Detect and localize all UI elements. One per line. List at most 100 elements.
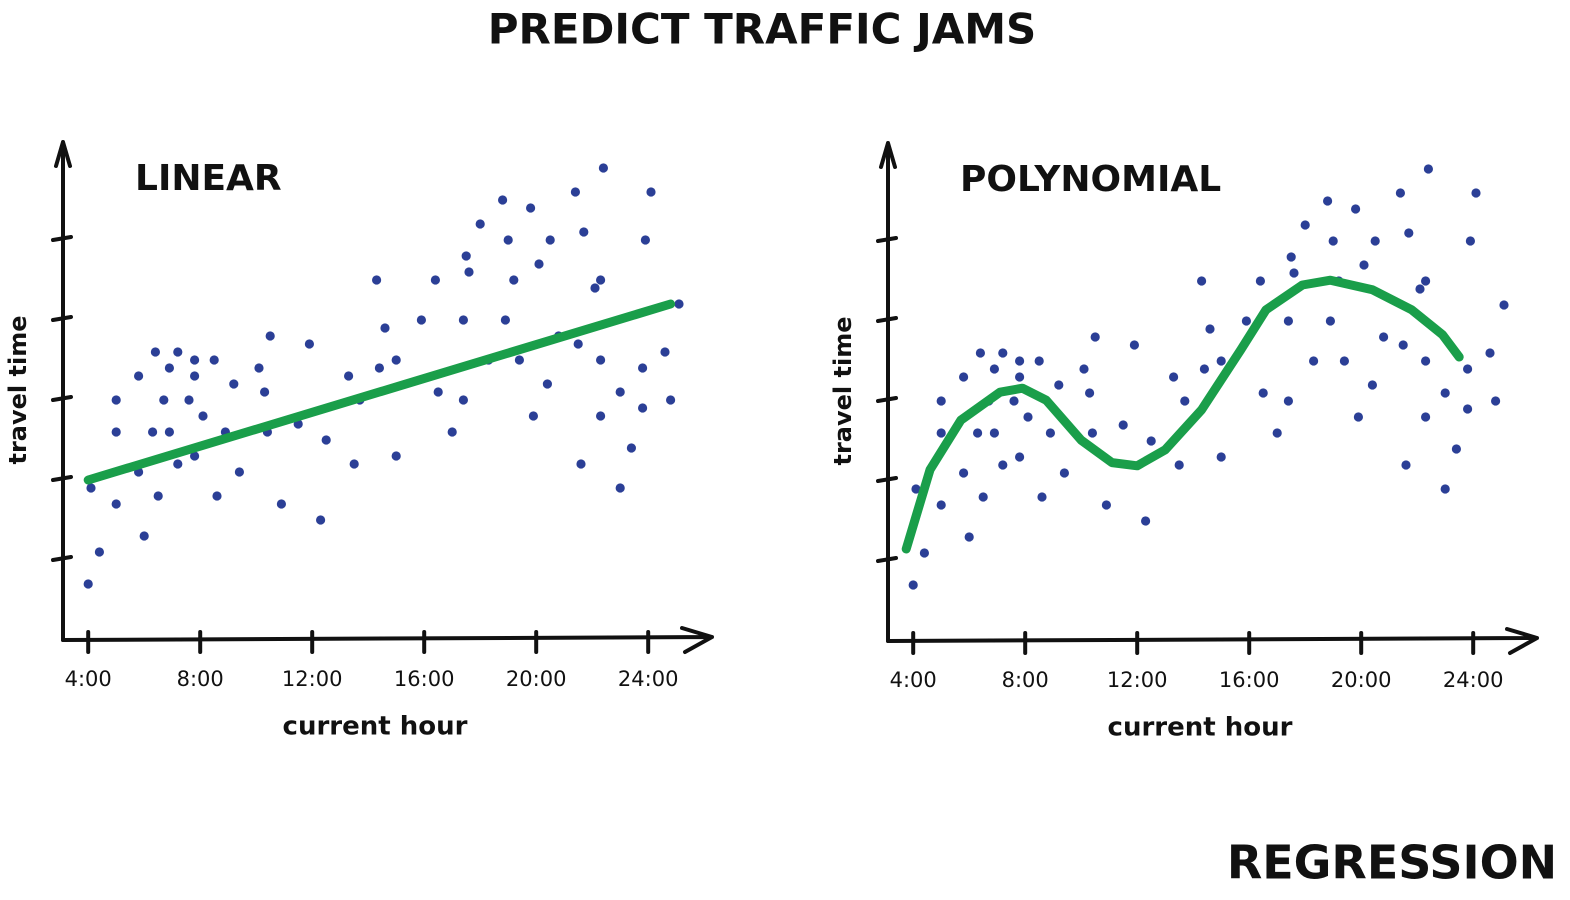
data-point (919, 548, 930, 558)
data-point (1059, 468, 1069, 478)
data-point (1129, 340, 1139, 350)
data-point (1325, 316, 1335, 326)
data-point (1309, 356, 1319, 366)
data-point (164, 427, 174, 437)
x-tick-label: 12:00 (1107, 668, 1168, 692)
y-tick (51, 475, 73, 482)
chart-title: LINEAR (135, 158, 282, 199)
data-point (260, 387, 270, 397)
data-point (1283, 396, 1293, 406)
data-point (598, 163, 609, 173)
data-point (1118, 420, 1128, 430)
data-point (265, 331, 275, 341)
data-point (1241, 316, 1251, 326)
y-tick (51, 555, 73, 562)
data-point (447, 427, 457, 437)
data-point (1034, 356, 1044, 366)
data-point (1009, 396, 1019, 406)
data-point (1491, 396, 1501, 406)
data-point (1283, 316, 1293, 326)
data-point (184, 395, 194, 405)
data-point (514, 355, 525, 365)
data-point (190, 371, 200, 381)
data-point (1037, 492, 1047, 502)
data-point (229, 379, 239, 389)
data-point (1465, 236, 1475, 246)
data-point (374, 363, 384, 373)
data-point (503, 235, 513, 245)
data-point (959, 372, 969, 382)
data-point (545, 235, 555, 245)
y-axis (879, 141, 897, 643)
y-axis-label: travel time (4, 316, 32, 465)
x-tick-label: 8:00 (1002, 668, 1049, 692)
x-axis (61, 626, 714, 654)
x-axis-label: current hour (283, 712, 468, 742)
data-point (1451, 444, 1461, 454)
data-point (372, 275, 382, 285)
data-point (596, 411, 606, 421)
data-point (936, 396, 946, 406)
x-tick-label: 24:00 (1443, 668, 1504, 692)
data-point (1141, 516, 1151, 526)
data-point (596, 275, 606, 285)
data-point (380, 323, 390, 333)
data-point (148, 427, 158, 437)
data-point (959, 468, 969, 478)
data-point (1398, 340, 1408, 350)
data-point (321, 435, 331, 445)
data-point (534, 259, 544, 269)
data-point (1199, 364, 1209, 374)
data-point (1255, 276, 1265, 286)
data-point (526, 203, 536, 213)
data-point (458, 395, 468, 405)
data-point (936, 428, 946, 438)
data-point (646, 187, 656, 197)
data-point (1485, 348, 1495, 358)
data-point (134, 371, 144, 381)
data-point (936, 500, 946, 510)
y-tick (51, 235, 73, 242)
data-point (674, 299, 684, 309)
data-point (660, 347, 670, 357)
data-point (464, 267, 474, 277)
y-tick (876, 556, 898, 563)
data-point (94, 547, 104, 557)
data-point (1395, 188, 1405, 198)
data-point (198, 411, 208, 421)
data-point (1015, 356, 1025, 366)
data-point (1370, 236, 1380, 246)
data-point (190, 451, 200, 461)
data-point (111, 499, 121, 509)
data-point (1146, 436, 1156, 446)
data-point (1440, 484, 1450, 494)
data-point (173, 459, 183, 469)
data-point (139, 531, 149, 541)
data-point (978, 492, 988, 502)
x-tick-label: 20:00 (506, 667, 567, 691)
x-tick-label: 12:00 (282, 667, 343, 691)
data-point (573, 339, 583, 349)
data-point (615, 483, 625, 493)
data-point (1379, 332, 1389, 342)
data-point (989, 364, 1000, 374)
data-point (209, 355, 219, 365)
x-tick-label: 24:00 (618, 667, 679, 691)
data-point (1423, 164, 1433, 174)
data-point (1421, 412, 1431, 422)
data-point (1079, 364, 1089, 374)
data-point (1015, 452, 1025, 462)
data-point (1421, 356, 1431, 366)
data-point (1421, 276, 1431, 286)
x-axis (886, 627, 1539, 655)
data-point (1216, 356, 1226, 366)
data-point (1169, 372, 1179, 382)
data-point (1090, 332, 1100, 342)
data-point (1286, 252, 1296, 262)
data-point (666, 395, 676, 405)
data-point (1174, 460, 1184, 470)
data-point (1367, 380, 1377, 390)
data-point (1087, 428, 1097, 438)
x-tick-label: 4:00 (890, 668, 937, 692)
